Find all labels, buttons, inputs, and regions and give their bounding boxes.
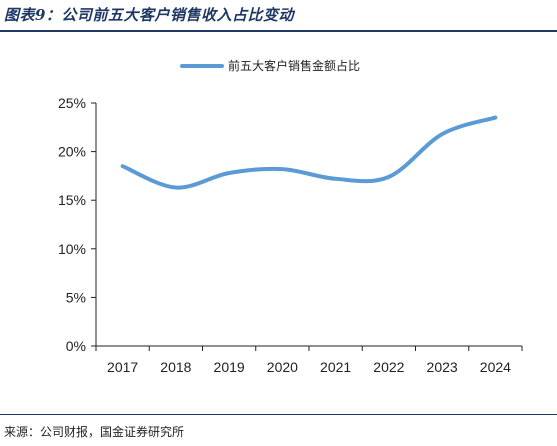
title-divider bbox=[0, 30, 557, 32]
y-tick-label: 5% bbox=[66, 289, 86, 305]
y-tick-label: 15% bbox=[58, 192, 86, 208]
y-axis: 0% 5% 10% 15% 20% 25% bbox=[58, 95, 97, 354]
x-tick-label: 2018 bbox=[160, 359, 191, 375]
x-tick-label: 2019 bbox=[214, 359, 245, 375]
legend: 前五大客户销售金额占比 bbox=[180, 58, 360, 73]
y-tick-label: 25% bbox=[58, 95, 86, 111]
x-tick-label: 2017 bbox=[107, 359, 138, 375]
x-tick-label: 2022 bbox=[373, 359, 404, 375]
footer-divider bbox=[0, 414, 557, 415]
x-tick-label: 2020 bbox=[267, 359, 298, 375]
x-tick-label: 2021 bbox=[320, 359, 351, 375]
plot-area bbox=[120, 115, 498, 190]
y-tick-label: 20% bbox=[58, 144, 86, 160]
line-chart: 前五大客户销售金额占比 0%5%10%15%20%25% 2017 2018 201… bbox=[58, 58, 523, 375]
x-tick-label: 2024 bbox=[480, 359, 511, 375]
legend-label: 前五大客户销售金额占比 bbox=[228, 58, 360, 73]
y-tick-label: 10% bbox=[58, 241, 86, 257]
figure-title: 图表9：公司前五大客户销售收入占比变动 bbox=[4, 6, 294, 24]
y-tick-label: 0% bbox=[66, 338, 86, 354]
x-axis: 2017 2018 2019 2020 2021 2022 2023 2024 bbox=[95, 345, 523, 375]
x-tick-label: 2023 bbox=[427, 359, 458, 375]
source-note: 来源：公司财报，国金证券研究所 bbox=[4, 425, 185, 439]
series-line bbox=[120, 115, 498, 190]
